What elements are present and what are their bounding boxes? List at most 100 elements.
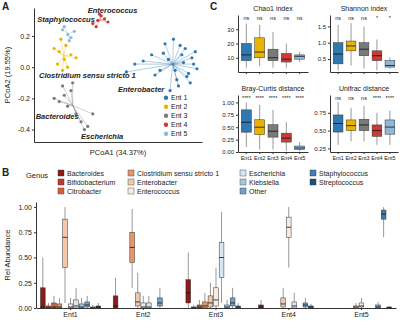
plot-area: [40, 207, 391, 308]
box: [90, 307, 95, 308]
box: [281, 298, 286, 307]
y-tick-mark: [236, 58, 238, 59]
significance-label: *: [389, 15, 392, 21]
legend-swatch: [164, 96, 168, 100]
significance-label: ****: [373, 95, 382, 101]
y-tick-mark: [34, 283, 36, 284]
box: [372, 125, 382, 136]
x-tick-mark: [361, 308, 362, 310]
box: [74, 300, 79, 308]
y-tick-label: 0.75: [314, 110, 326, 116]
point: [69, 53, 72, 56]
legend-swatch: [58, 179, 64, 185]
y-tick-label: 0.2: [20, 33, 30, 40]
legend-label: Enterobacter: [137, 179, 178, 186]
box: [241, 110, 251, 132]
x-tick-label: Ent3: [209, 311, 224, 318]
box: [381, 210, 386, 219]
significance-label: ns: [335, 15, 341, 21]
legend-label: Staphylococcus: [319, 170, 369, 178]
y-tick: 0.25: [314, 146, 330, 152]
median: [281, 303, 286, 304]
point: [195, 67, 198, 70]
y-tick-mark: [236, 44, 238, 45]
spoke: [170, 64, 173, 90]
x-tick: Ent5: [294, 152, 305, 161]
median: [197, 306, 202, 307]
significance-label: ns: [361, 95, 367, 101]
axis-line: [238, 96, 239, 153]
box: [113, 296, 118, 308]
median: [372, 130, 382, 131]
x-tick-mark: [351, 72, 352, 74]
point: [83, 128, 86, 131]
y-tick-label: 0.50: [18, 254, 32, 261]
legend-swatch: [310, 170, 316, 176]
point: [142, 59, 145, 62]
plot-area: [333, 102, 395, 145]
x-tick: Ent2: [345, 152, 356, 161]
x-axis: [35, 142, 203, 143]
box: [236, 306, 241, 308]
legend-title: Genus: [26, 171, 48, 180]
box: [63, 219, 68, 267]
point: [58, 100, 61, 103]
point: [106, 20, 109, 23]
point: [95, 25, 98, 28]
significance-label: ****: [255, 95, 264, 101]
y-tick-mark: [328, 26, 330, 27]
point: [66, 33, 69, 36]
figure-svg: 0.20.0-0.2-0.4PCoA1 (34.37%)PCoA2 (19.55…: [0, 0, 400, 328]
spoke: [173, 45, 181, 64]
median: [141, 306, 146, 307]
legend-label: Ent 2: [171, 103, 187, 110]
median: [46, 308, 51, 309]
box: [85, 302, 90, 307]
plot-area: [241, 24, 304, 68]
x-tick: Ent2: [254, 152, 265, 161]
median: [385, 127, 395, 128]
point: [190, 56, 193, 59]
point: [63, 58, 66, 61]
point: [162, 52, 165, 55]
y-tick-mark: [32, 98, 34, 99]
y-tick-mark: [236, 102, 238, 103]
median: [381, 214, 386, 215]
box: [359, 119, 369, 130]
plot-area: [241, 102, 304, 151]
significance-label: ****: [295, 95, 304, 101]
x-tick-label: Ent5: [354, 311, 369, 318]
median: [85, 304, 90, 305]
y-axis: 0.51.01.5: [318, 16, 331, 73]
x-tick: Ent3: [267, 152, 278, 161]
median: [236, 306, 241, 307]
y-tick-label: 0.25: [18, 280, 32, 287]
box: [385, 61, 395, 68]
y-tick: 0.25: [18, 280, 36, 287]
y-tick: 0.5: [318, 56, 330, 62]
x-tick-label: Ent2: [254, 155, 265, 161]
axis-line: [239, 152, 309, 153]
significance-label: ns: [348, 15, 354, 21]
y-tick: 0.2: [20, 33, 34, 40]
point: [189, 81, 192, 84]
box: [359, 43, 369, 56]
x-tick-label: Ent4: [281, 155, 292, 161]
y-tick-mark: [34, 258, 36, 259]
spoke: [72, 83, 73, 106]
spoke: [163, 53, 172, 64]
box: [333, 43, 343, 64]
x-tick-mark: [273, 72, 274, 74]
point: [53, 97, 56, 100]
significance-label: ns: [257, 15, 263, 21]
panel-title: Bray-Curtis distance: [241, 85, 304, 93]
x-tick-mark: [364, 72, 365, 74]
x-tick: [286, 72, 287, 74]
y-tick-label: -0.4: [18, 126, 30, 133]
box: [40, 288, 45, 308]
median: [346, 45, 356, 46]
median: [203, 305, 208, 306]
median: [346, 125, 356, 126]
y-tick-mark: [34, 232, 36, 233]
y-axis: 0.000.250.500.751.00: [222, 96, 238, 156]
